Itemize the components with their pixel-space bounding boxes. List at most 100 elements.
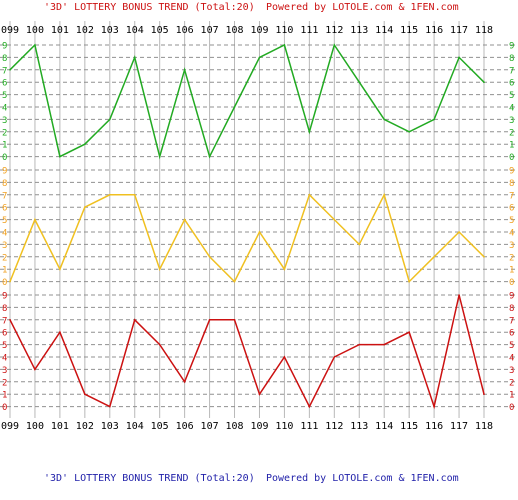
y-tick-left: 3: [2, 116, 7, 126]
x-tick-label-top: 105: [151, 25, 169, 36]
x-tick-label-top: 102: [76, 25, 94, 36]
data-point-bottom: [458, 294, 460, 296]
data-point-bottom: [183, 381, 186, 383]
x-tick-label-bottom: 116: [425, 421, 443, 432]
x-tick-label-top: 101: [51, 25, 69, 36]
x-tick-label-top: 114: [375, 25, 393, 36]
y-tick-right: 1: [509, 141, 514, 151]
y-tick-right: 6: [509, 204, 514, 214]
y-tick-left: 0: [2, 403, 7, 413]
x-tick-label-top: 111: [300, 25, 318, 36]
data-point-middle: [183, 218, 186, 221]
x-tick-label-bottom: 111: [300, 421, 318, 432]
y-tick-left: 7: [2, 316, 7, 326]
data-point-top: [333, 44, 336, 46]
y-tick-right: 7: [509, 191, 514, 201]
y-tick-right: 0: [509, 278, 514, 288]
y-tick-right: 1: [509, 266, 514, 276]
x-tick-label-bottom: 113: [350, 421, 368, 432]
y-tick-right: 8: [509, 54, 514, 64]
y-tick-right: 9: [509, 292, 514, 302]
x-tick-label-top: 110: [275, 25, 293, 36]
y-tick-left: 9: [2, 167, 7, 177]
data-point-bottom: [34, 368, 36, 371]
data-point-middle: [283, 268, 286, 271]
y-tick-left: 8: [2, 304, 7, 314]
data-point-top: [358, 81, 361, 83]
data-point-middle: [308, 194, 311, 196]
y-tick-right: 8: [509, 179, 514, 189]
data-point-middle: [483, 255, 485, 258]
data-point-bottom: [158, 343, 161, 346]
x-tick-label-bottom: 115: [400, 421, 418, 432]
y-tick-right: 3: [509, 116, 514, 126]
chart-title: '3D' LOTTERY BONUS TREND (Total:20): [44, 2, 255, 13]
data-point-middle: [34, 218, 36, 221]
y-tick-left: 1: [2, 266, 7, 276]
data-point-bottom: [84, 393, 86, 396]
y-tick-right: 5: [509, 341, 514, 351]
x-tick-label-bottom: 112: [325, 421, 343, 432]
x-tick-label-bottom: 100: [26, 421, 44, 432]
data-point-top: [9, 69, 11, 71]
x-tick-label-bottom: 106: [176, 421, 194, 432]
data-point-bottom: [333, 356, 336, 358]
x-tick-label-top: 115: [400, 25, 418, 36]
footer-powered-by-text: Powered by LOTOLE.com & 1FEN.com: [266, 473, 459, 484]
x-tick-label-top: 099: [1, 25, 19, 36]
x-tick-label-top: 107: [201, 25, 219, 36]
y-tick-right: 6: [509, 329, 514, 339]
footer-title: '3D' LOTTERY BONUS TREND (Total:20): [44, 473, 255, 484]
y-tick-left: 0: [2, 153, 7, 163]
data-point-bottom: [233, 319, 236, 321]
data-point-top: [258, 56, 261, 59]
y-tick-labels: 9 9 8 8 7 7 6 6 5 5 4 4 3 3 2 2 1 1 0 0 9 9 8 8 7 7 6 6 5 5 4 4 3 3 2 2 1 1 0 0…: [2, 42, 514, 414]
data-point-top: [433, 118, 435, 121]
data-point-bottom: [59, 331, 61, 334]
y-tick-right: 9: [509, 42, 514, 52]
y-tick-right: 3: [509, 366, 514, 376]
data-point-middle: [9, 280, 11, 283]
y-tick-left: 6: [2, 79, 7, 89]
y-tick-left: 8: [2, 179, 7, 189]
data-point-top: [383, 118, 386, 121]
series-line-bottom: [9, 294, 485, 410]
data-point-middle: [458, 231, 460, 233]
data-point-middle: [333, 218, 336, 221]
y-tick-left: 2: [2, 378, 7, 388]
x-tick-label-top: 116: [425, 25, 443, 36]
data-point-bottom: [408, 331, 410, 334]
y-tick-left: 9: [2, 292, 7, 302]
x-tick-label-bottom: 118: [475, 421, 493, 432]
data-point-middle: [108, 194, 111, 196]
data-point-middle: [408, 280, 410, 283]
y-tick-right: 7: [509, 66, 514, 76]
data-point-top: [408, 131, 410, 133]
data-point-top: [108, 118, 111, 121]
x-tick-label-top: 108: [225, 25, 243, 36]
data-point-middle: [208, 255, 211, 258]
data-point-bottom: [108, 405, 111, 408]
data-point-bottom: [208, 319, 211, 321]
x-tick-label-bottom: 101: [51, 421, 69, 432]
data-point-middle: [383, 194, 386, 196]
x-tick-label-top: 106: [176, 25, 194, 36]
y-tick-right: 2: [509, 253, 514, 263]
series-line-top: [9, 43, 485, 160]
x-tick-label-top: 112: [325, 25, 343, 36]
y-tick-left: 4: [2, 104, 7, 114]
x-tick-label-bottom: 107: [201, 421, 219, 432]
series-lines: [9, 43, 485, 410]
powered-by-text: Powered by LOTOLE.com & 1FEN.com: [266, 2, 459, 13]
data-point-middle: [258, 231, 261, 233]
x-tick-label-bottom: 102: [76, 421, 94, 432]
data-point-middle: [358, 243, 361, 246]
y-tick-left: 1: [2, 391, 7, 401]
data-point-middle: [433, 255, 435, 258]
chart-header: '3D' LOTTERY BONUS TREND (Total:20) Powe…: [44, 2, 459, 13]
y-tick-right: 8: [509, 304, 514, 314]
x-tick-label-top: 113: [350, 25, 368, 36]
x-tick-label-bottom: 104: [126, 421, 144, 432]
y-tick-left: 4: [2, 354, 7, 364]
data-point-top: [34, 44, 36, 46]
